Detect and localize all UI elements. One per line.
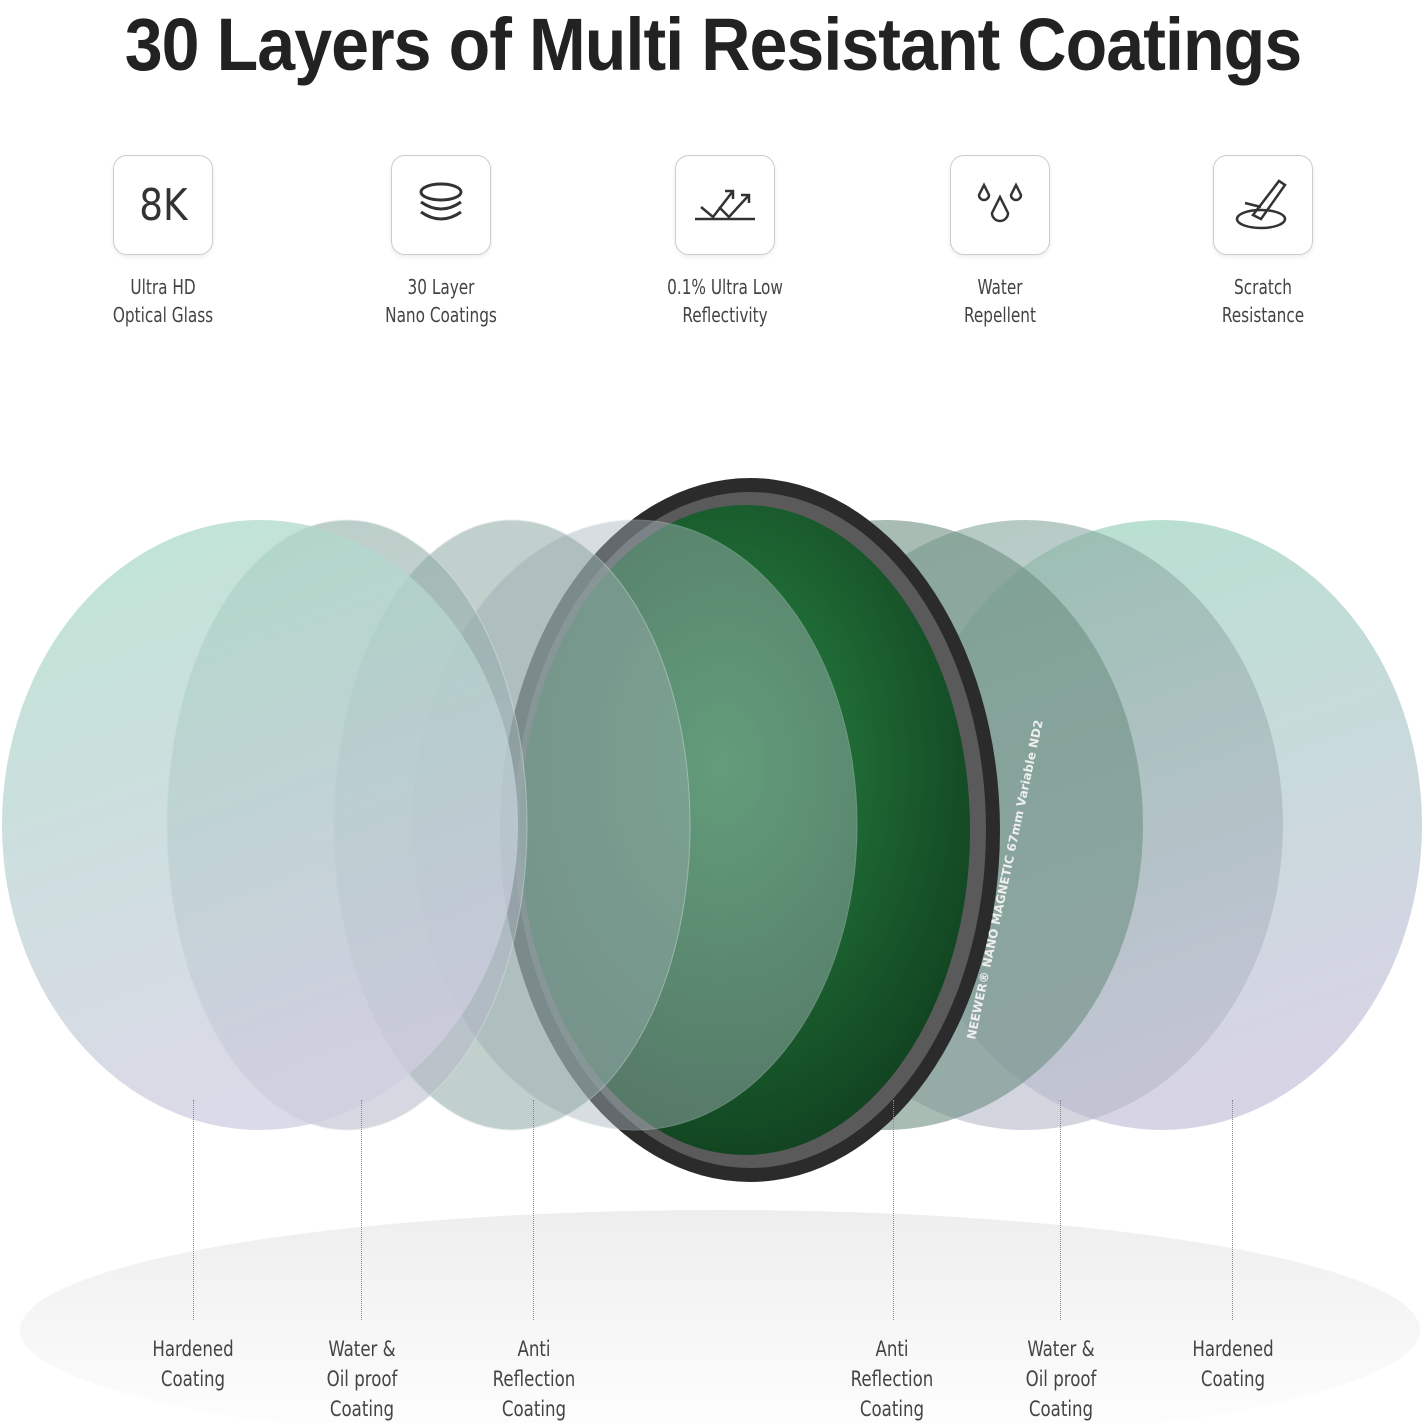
feature-low-reflectivity: 0.1% Ultra Low Reflectivity xyxy=(625,155,825,329)
coating-disk xyxy=(2,520,518,1130)
feature-label-line: 30 Layer xyxy=(407,275,475,299)
coating-label-line: Coating xyxy=(859,1397,925,1421)
feature-water-repellent: Water Repellent xyxy=(900,155,1100,329)
feature-label: Scratch Resistance xyxy=(1178,273,1348,329)
feature-label-line: Resistance xyxy=(1221,303,1305,327)
callout-line xyxy=(1232,1100,1233,1320)
coating-label-line: Oil proof xyxy=(1025,1367,1097,1391)
coating-label-line: Hardened xyxy=(152,1337,234,1361)
feature-label-line: Optical Glass xyxy=(112,303,214,327)
feature-scratch-resistance: Scratch Resistance xyxy=(1163,155,1363,329)
coating-label: Anti Reflection Coating xyxy=(464,1334,605,1424)
water-drops-icon xyxy=(950,155,1050,255)
feature-label-line: Nano Coatings xyxy=(385,303,497,327)
coating-label-line: Coating xyxy=(329,1397,395,1421)
low-reflection-icon xyxy=(675,155,775,255)
feature-label: Ultra HD Optical Glass xyxy=(78,273,248,329)
feature-label: 0.1% Ultra Low Reflectivity xyxy=(640,273,810,329)
coating-label-line: Coating xyxy=(160,1367,226,1391)
callout-line xyxy=(893,1100,894,1320)
scratch-icon xyxy=(1213,155,1313,255)
coating-label-line: Hardened xyxy=(1192,1337,1274,1361)
page-title: 30 Layers of Multi Resistant Coatings xyxy=(124,3,1302,86)
coating-label-line: Reflection xyxy=(492,1367,576,1391)
coating-label-line: Coating xyxy=(501,1397,567,1421)
feature-ultra-hd: 8K Ultra HD Optical Glass xyxy=(63,155,263,329)
coating-label-line: Water & xyxy=(1027,1337,1095,1361)
coating-label-line: Coating xyxy=(1200,1367,1266,1391)
coating-label-line: Oil proof xyxy=(326,1367,398,1391)
coating-label: Hardened Coating xyxy=(123,1334,264,1394)
coating-label-line: Anti xyxy=(517,1337,551,1361)
feature-label-line: Ultra HD xyxy=(130,275,196,299)
feature-label-line: Water xyxy=(977,275,1023,299)
coating-label: Water & Oil proof Coating xyxy=(991,1334,1132,1424)
callout-line xyxy=(361,1100,362,1320)
callout-line xyxy=(1060,1100,1061,1320)
coating-label: Anti Reflection Coating xyxy=(822,1334,963,1424)
feature-label-line: 0.1% Ultra Low xyxy=(667,275,783,299)
callout-line xyxy=(193,1100,194,1320)
8k-icon: 8K xyxy=(113,155,213,255)
callout-line xyxy=(533,1100,534,1320)
feature-label: Water Repellent xyxy=(915,273,1085,329)
feature-nano-coatings: 30 Layer Nano Coatings xyxy=(341,155,541,329)
coating-label-line: Coating xyxy=(1028,1397,1094,1421)
feature-label-line: Scratch xyxy=(1234,275,1292,299)
layers-icon xyxy=(391,155,491,255)
coating-label-line: Reflection xyxy=(850,1367,934,1391)
feature-label-line: Repellent xyxy=(963,303,1037,327)
feature-label-line: Reflectivity xyxy=(682,303,768,327)
8k-icon-text: 8K xyxy=(138,179,188,231)
coating-label: Water & Oil proof Coating xyxy=(292,1334,433,1424)
floor-reflection xyxy=(20,1210,1420,1423)
coating-label: Hardened Coating xyxy=(1163,1334,1304,1394)
feature-label: 30 Layer Nano Coatings xyxy=(356,273,526,329)
coating-label-line: Water & xyxy=(328,1337,396,1361)
coating-label-line: Anti xyxy=(875,1337,909,1361)
